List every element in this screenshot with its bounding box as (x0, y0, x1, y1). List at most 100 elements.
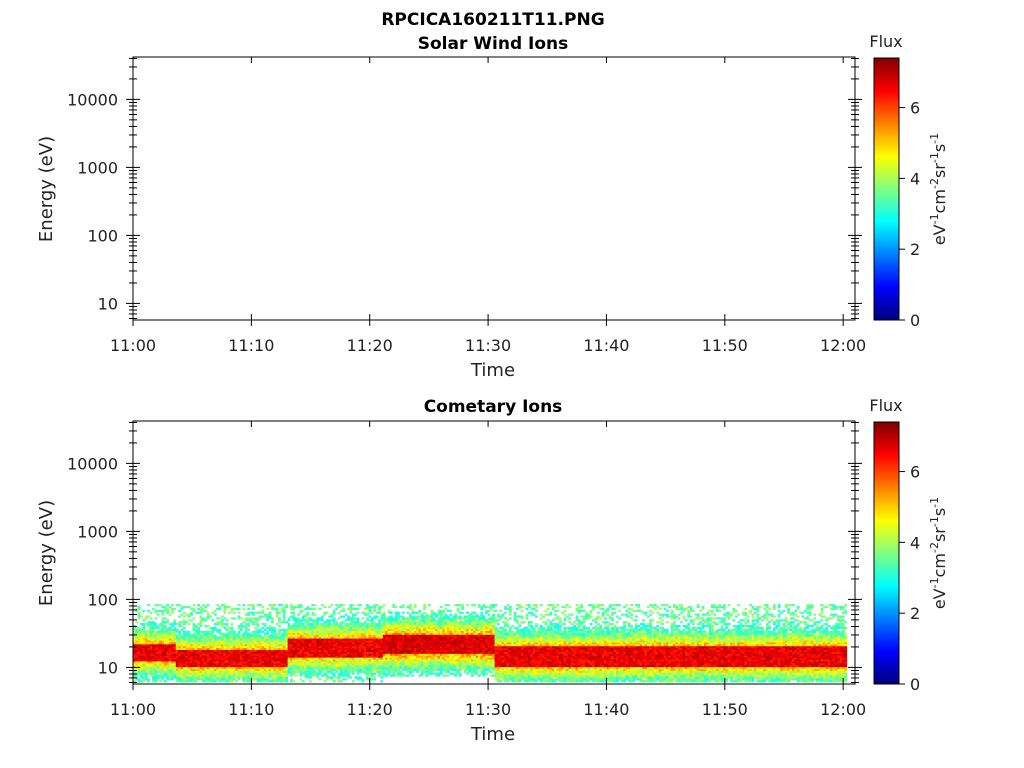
heatmap-cell (204, 680, 208, 683)
heatmap-cell (168, 657, 172, 660)
heatmap-cell (244, 636, 248, 639)
heatmap-cell (216, 604, 220, 607)
heatmap-cell (463, 651, 467, 654)
heatmap-cell (408, 668, 412, 671)
heatmap-cell (408, 659, 412, 662)
heatmap-cell (266, 651, 270, 654)
heatmap-cell (206, 659, 210, 662)
heatmap-cell (137, 680, 141, 683)
heatmap-cell (201, 661, 205, 664)
heatmap-cell (213, 613, 217, 616)
heatmap-cell (363, 632, 367, 635)
heatmap-cell (423, 659, 427, 662)
heatmap-cell (270, 638, 274, 641)
heatmap-cell (339, 630, 343, 633)
heatmap-cell (166, 609, 170, 612)
heatmap-cell (477, 632, 481, 635)
heatmap-cell (318, 647, 322, 651)
heatmap-cell (232, 651, 236, 654)
heatmap-cell (368, 605, 372, 609)
heatmap-cell (404, 634, 407, 637)
heatmap-cell (380, 642, 384, 645)
heatmap-cell (270, 664, 274, 668)
heatmap-cell (361, 670, 365, 673)
heatmap-cell (359, 657, 362, 660)
heatmap-cell (380, 672, 384, 675)
heatmap-cell (154, 668, 158, 671)
heatmap-cell (209, 655, 212, 658)
heatmap-cell (259, 644, 262, 647)
heatmap-cell (294, 655, 298, 658)
heatmap-cell (461, 645, 465, 649)
heatmap-cell (173, 636, 177, 639)
heatmap-cell (378, 651, 381, 654)
heatmap-cell (411, 632, 415, 635)
heatmap-cell (147, 668, 151, 671)
heatmap-cell (280, 661, 284, 664)
heatmap-cell (337, 651, 341, 654)
heatmap-cell (408, 604, 412, 607)
heatmap-cell (435, 647, 438, 651)
heatmap-cell (439, 632, 443, 635)
heatmap-cell (485, 605, 488, 609)
heatmap-cell (389, 670, 393, 673)
heatmap-cell (306, 666, 310, 670)
x-tick-label: 11:00 (110, 336, 156, 355)
heatmap-cell (256, 664, 260, 668)
heatmap-cell (354, 613, 358, 616)
heatmap-cell (166, 619, 170, 622)
heatmap-cell (306, 624, 310, 628)
heatmap-cell (432, 651, 436, 654)
heatmap-cell (359, 659, 362, 662)
heatmap-cell (325, 655, 329, 658)
heatmap-cell (268, 651, 272, 654)
heatmap-cell (223, 638, 227, 641)
heatmap-cell (399, 664, 403, 668)
heatmap-cell (147, 672, 151, 675)
heatmap-cell (282, 661, 286, 664)
heatmap-cell (228, 638, 231, 641)
heatmap-cell (347, 640, 350, 643)
heatmap-cell (332, 651, 336, 654)
heatmap-cell (228, 672, 231, 675)
heatmap-cell (373, 617, 377, 620)
heatmap-cell (230, 638, 234, 641)
heatmap-cell (133, 642, 136, 645)
heatmap-cell (204, 640, 208, 643)
heatmap-cell (325, 645, 329, 649)
heatmap-cell (254, 634, 258, 637)
heatmap-cell (221, 659, 224, 662)
heatmap-cell (190, 674, 193, 677)
heatmap-cell (228, 676, 231, 679)
heatmap-cell (444, 630, 448, 633)
heatmap-cell (439, 651, 443, 654)
heatmap-cell (342, 628, 346, 631)
heatmap-cell (137, 634, 141, 637)
heatmap-cell (316, 628, 319, 631)
heatmap-cell (273, 640, 277, 643)
heatmap-cell (237, 647, 241, 651)
heatmap-cell (147, 655, 151, 658)
heatmap-cell (432, 624, 436, 628)
heatmap-cell (349, 655, 353, 658)
heatmap-cell (223, 607, 227, 611)
heatmap-cell (425, 628, 429, 631)
heatmap-cell (221, 668, 224, 671)
heatmap-cell (306, 611, 310, 614)
heatmap-cell (309, 663, 312, 666)
heatmap-cell (154, 634, 158, 637)
heatmap-cell (154, 649, 158, 652)
heatmap-cell (270, 621, 274, 624)
heatmap-cell (301, 609, 305, 612)
heatmap-cell (397, 663, 400, 666)
heatmap-cell (418, 668, 422, 671)
heatmap-cell (185, 632, 189, 635)
heatmap-cell (382, 644, 386, 647)
heatmap-cell (282, 664, 286, 668)
heatmap-cell (351, 663, 355, 666)
heatmap-cell (197, 640, 201, 643)
heatmap-cell (173, 666, 177, 670)
heatmap-cell (306, 672, 310, 675)
heatmap-cell (344, 663, 348, 666)
heatmap-cell (430, 609, 434, 612)
